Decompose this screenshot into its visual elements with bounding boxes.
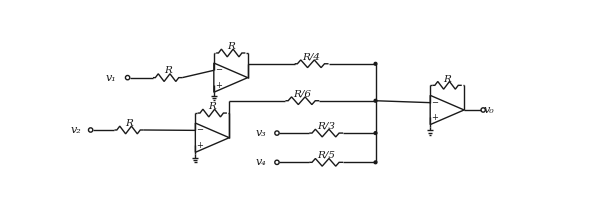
Circle shape xyxy=(374,99,377,102)
Text: −: − xyxy=(431,98,438,107)
Text: v₀: v₀ xyxy=(483,105,494,115)
Text: R: R xyxy=(163,66,172,75)
Text: v₂: v₂ xyxy=(71,125,81,135)
Circle shape xyxy=(374,132,377,135)
Circle shape xyxy=(374,62,377,65)
Text: R: R xyxy=(125,118,133,128)
Text: v₄: v₄ xyxy=(255,157,266,167)
Text: R/3: R/3 xyxy=(317,122,335,131)
Text: R/4: R/4 xyxy=(303,52,320,61)
Text: R/5: R/5 xyxy=(317,151,335,160)
Text: −: − xyxy=(196,125,204,135)
Text: +: + xyxy=(196,141,204,150)
Text: −: − xyxy=(215,66,222,74)
Text: v₃: v₃ xyxy=(255,128,266,138)
Text: R: R xyxy=(208,102,216,111)
Circle shape xyxy=(374,161,377,164)
Text: R/6: R/6 xyxy=(293,89,312,98)
Text: +: + xyxy=(215,81,222,90)
Text: R: R xyxy=(443,75,451,84)
Text: +: + xyxy=(431,113,438,122)
Text: R: R xyxy=(227,42,235,51)
Text: v₁: v₁ xyxy=(106,73,117,83)
